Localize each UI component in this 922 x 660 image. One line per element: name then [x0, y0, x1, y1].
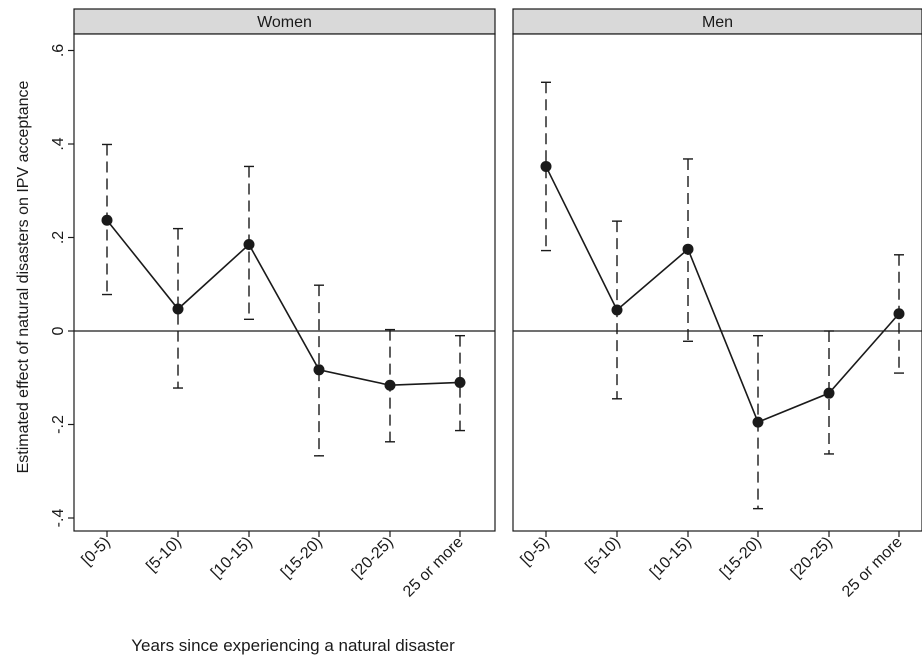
data-point — [682, 243, 694, 255]
data-point — [611, 304, 623, 316]
data-point — [752, 416, 764, 428]
panel-header — [512, 8, 922, 35]
panel-women: Women-.4-.20.2.4.6[0-5) [5-10) [10-15) [15-… — [50, 8, 496, 601]
y-tick-label: -.2 — [50, 415, 67, 434]
data-point — [893, 308, 905, 320]
panel-title: Men — [702, 14, 733, 31]
series-line — [106, 219, 461, 387]
data-point — [823, 387, 835, 399]
data-point — [172, 303, 184, 315]
panels: Women-.4-.20.2.4.6[0-5) [5-10) [10-15) [15-… — [50, 8, 922, 601]
y-tick-label: .2 — [50, 231, 67, 244]
y-tick-label: .4 — [50, 137, 67, 150]
panel-header — [73, 8, 496, 35]
data-point — [384, 379, 396, 391]
y-tick-label: -.4 — [50, 509, 67, 528]
data-point — [101, 214, 113, 226]
data-point — [243, 239, 255, 251]
x-axis-title: Years since experiencing a natural disas… — [131, 636, 455, 655]
plot-area — [73, 33, 496, 532]
plot-area — [512, 33, 922, 532]
y-tick-label: .6 — [50, 44, 67, 57]
panel-men: Men[0-5) [5-10) [10-15) [15-20) [20-25) 25 or… — [512, 8, 922, 601]
series-line — [545, 166, 900, 424]
panel-title: Women — [257, 14, 312, 31]
data-point — [540, 160, 552, 172]
data-point — [313, 364, 325, 376]
y-tick-label: 0 — [50, 326, 67, 335]
data-point — [454, 376, 466, 388]
y-axis-title: Estimated effect of natural disasters on… — [15, 80, 32, 473]
